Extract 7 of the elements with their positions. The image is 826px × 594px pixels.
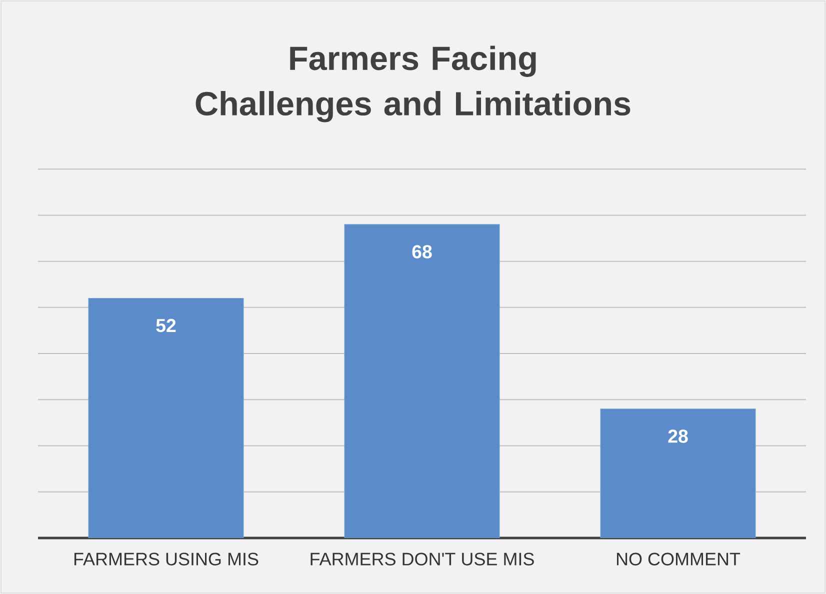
x-tick-label: FARMERS DON'T USE MIS bbox=[310, 552, 534, 566]
data-label: 28 bbox=[668, 430, 688, 443]
x-tick-label: NO COMMENT bbox=[616, 552, 740, 566]
data-label: 52 bbox=[156, 318, 176, 332]
x-tick-label: FARMERS USING MIS bbox=[74, 552, 258, 566]
data-label: 68 bbox=[412, 245, 432, 258]
chart-title: Farmers Facing Challenges and Limitations bbox=[196, 46, 630, 122]
